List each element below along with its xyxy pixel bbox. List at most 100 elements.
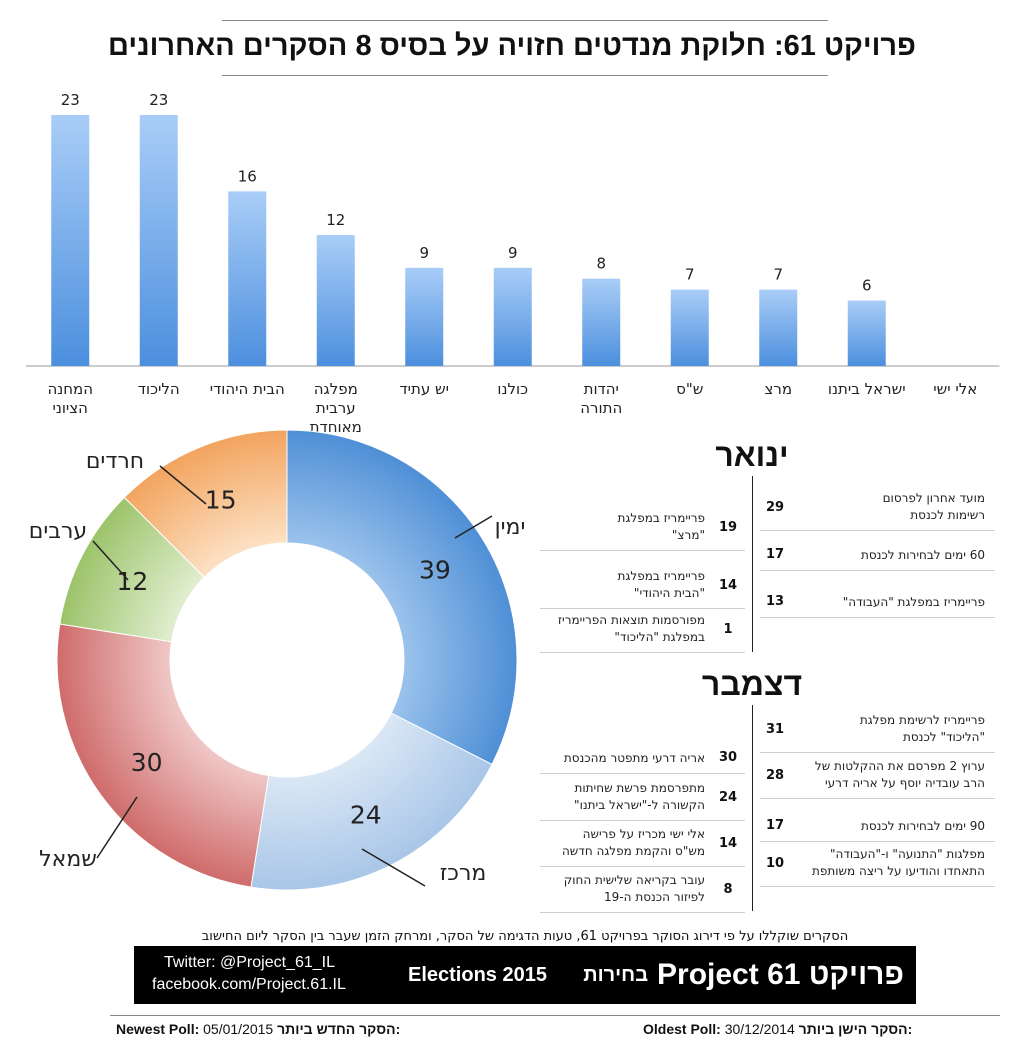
bar xyxy=(316,235,355,366)
timeline-event-text: עובר בקריאה שלישית החוק לפיזור הכנסת ה-1… xyxy=(563,873,705,904)
donut-callout-line xyxy=(96,796,138,859)
newest-poll-label-he: הסקר החדש ביותר: xyxy=(277,1021,401,1037)
donut-category-label: חרדים xyxy=(86,449,144,474)
bar xyxy=(582,278,621,366)
timeline-event-day: 30 xyxy=(718,750,738,765)
bar-category-label: מפלגה ערבית מאוחדת xyxy=(310,380,362,436)
bar-category-label: יהדות התורה xyxy=(580,380,622,417)
bar xyxy=(670,289,709,366)
timeline-separator xyxy=(540,912,745,913)
bar-category-label: ש"ס xyxy=(676,380,703,398)
timeline-event-text: 90 ימים לבחירות לכנסת xyxy=(860,819,985,833)
timeline-event-text: פריימריז במפלגת "העבודה" xyxy=(842,595,985,609)
bar-value-label: 16 xyxy=(238,167,257,185)
timeline-month-title: ינואר xyxy=(715,437,789,473)
bar-category-label: ישראל ביתנו xyxy=(828,380,906,398)
timeline-event-day: 10 xyxy=(765,856,785,871)
bar-value-label: 7 xyxy=(685,266,695,284)
bar xyxy=(759,289,798,366)
donut-value-label: 39 xyxy=(419,555,451,584)
oldest-poll-date: 30/12/2014 xyxy=(724,1021,795,1037)
donut-slice xyxy=(286,430,518,766)
bar-value-label: 9 xyxy=(419,244,429,262)
timeline-event-day: 1 xyxy=(723,622,733,637)
facebook-link[interactable]: facebook.com/Project.61.IL xyxy=(152,976,346,993)
timeline-separator xyxy=(540,608,745,609)
donut-slice xyxy=(250,712,493,891)
bar xyxy=(405,267,444,366)
timeline-separator xyxy=(540,866,745,867)
timeline-month-title: דצמבר xyxy=(701,666,803,702)
bar xyxy=(493,267,532,366)
newest-poll-date: 05/01/2015 xyxy=(203,1021,274,1037)
donut-value-label: 24 xyxy=(350,801,382,830)
timeline-separator xyxy=(760,530,995,531)
bar-chart: 23 המחנה הציוני 23 הליכוד 16 הבית היהודי 12 מפלג… xyxy=(26,91,1000,436)
donut-callout-line xyxy=(92,540,129,581)
timeline-separator xyxy=(760,752,995,753)
bar-category-label: הליכוד xyxy=(138,380,180,398)
timeline-event-text: פריימריז במפלגת "מרצ" xyxy=(617,511,705,542)
timeline-event-day: 28 xyxy=(765,768,785,783)
timeline-separator xyxy=(760,617,995,618)
footer-rule xyxy=(110,1015,1000,1016)
banner-subtitle: בחירות xyxy=(583,964,648,986)
bar-value-label: 9 xyxy=(508,244,518,262)
timeline-event-text: פריימריז במפלגת "הבית היהודי" xyxy=(617,569,705,600)
timeline-separator xyxy=(540,652,745,653)
bar-category-label: המחנה הציוני xyxy=(47,380,93,417)
donut-category-label: ערבים xyxy=(29,519,87,544)
timeline-event-day: 8 xyxy=(723,882,733,897)
timeline-axis xyxy=(752,476,753,652)
oldest-poll-label-en: Oldest Poll: xyxy=(643,1021,721,1037)
timeline-event-day: 24 xyxy=(718,790,738,805)
timeline-event-text: מפורסמות תוצאות הפריימריז במפלגת "הליכוד… xyxy=(557,613,705,644)
donut-category-label: מרכז xyxy=(440,861,487,886)
bar-value-label: 23 xyxy=(149,91,168,109)
newest-poll-label-en: Newest Poll: xyxy=(116,1021,200,1037)
bar-value-label: 6 xyxy=(862,277,872,295)
donut-value-label: 30 xyxy=(131,748,163,777)
timeline-separator xyxy=(760,570,995,571)
timeline-event-day: 19 xyxy=(718,520,738,535)
timeline-event-text: ערוץ 2 מפרסם את ההקלטות של הרב עובדיה יו… xyxy=(814,759,985,790)
timeline-separator xyxy=(540,820,745,821)
bar-category-label: אלי ישי xyxy=(933,380,977,398)
donut-slice xyxy=(56,623,270,888)
banner-title: פרויקט Project 61 xyxy=(657,958,904,991)
bar-category-label: מרצ xyxy=(764,380,792,398)
timeline-separator xyxy=(540,773,745,774)
timeline-event-text: אריה דרעי מתפטר מהכנסת xyxy=(563,751,705,765)
timeline-event-day: 17 xyxy=(765,818,785,833)
bar-value-label: 23 xyxy=(61,91,80,109)
twitter-handle[interactable]: Twitter: @Project_61_IL xyxy=(164,954,335,971)
timeline-event-day: 14 xyxy=(718,578,738,593)
timeline-event-text: פריימריז לרשימת מפלגת "הליכוד" לכנסת xyxy=(859,713,985,744)
bar xyxy=(228,191,267,366)
project-banner: פרויקט Project 61 בחירות Elections 2015 … xyxy=(134,946,916,1004)
page-title: פרויקט 61: חלוקת מנדטים חזויה על בסיס 8 … xyxy=(108,30,916,62)
timeline-event-day: 29 xyxy=(765,500,785,515)
timeline-event-text: 60 ימים לבחירות לכנסת xyxy=(860,548,985,562)
timeline-separator xyxy=(760,798,995,799)
timeline-event-text: מועד אחרון לפרסום רשימות לכנסת xyxy=(882,491,985,522)
newest-poll: Newest Poll: 05/01/2015 הסקר החדש ביותר: xyxy=(116,1021,400,1037)
bar xyxy=(139,115,178,366)
bar-category-label: יש עתיד xyxy=(399,380,449,398)
bar-category-label: הבית היהודי xyxy=(210,380,285,398)
timeline-separator xyxy=(760,886,995,887)
title-rule-bottom xyxy=(222,75,828,76)
timeline-event-day: 17 xyxy=(765,547,785,562)
timeline-event-text: מתפרסמת פרשת שחיתות הקשורה ל-"ישראל ביתנ… xyxy=(574,781,705,812)
donut-callout-line xyxy=(454,515,493,539)
donut-category-label: ימין xyxy=(495,515,526,540)
bar-value-label: 12 xyxy=(326,211,345,229)
banner-subtitle-en: Elections 2015 xyxy=(408,964,547,986)
bar xyxy=(847,300,886,366)
timeline-separator xyxy=(540,550,745,551)
donut-callout-line xyxy=(361,848,426,887)
oldest-poll: Oldest Poll: 30/12/2014 הסקר הישן ביותר: xyxy=(643,1021,912,1037)
timeline-event-day: 31 xyxy=(765,722,785,737)
title-rule-top xyxy=(222,20,828,21)
